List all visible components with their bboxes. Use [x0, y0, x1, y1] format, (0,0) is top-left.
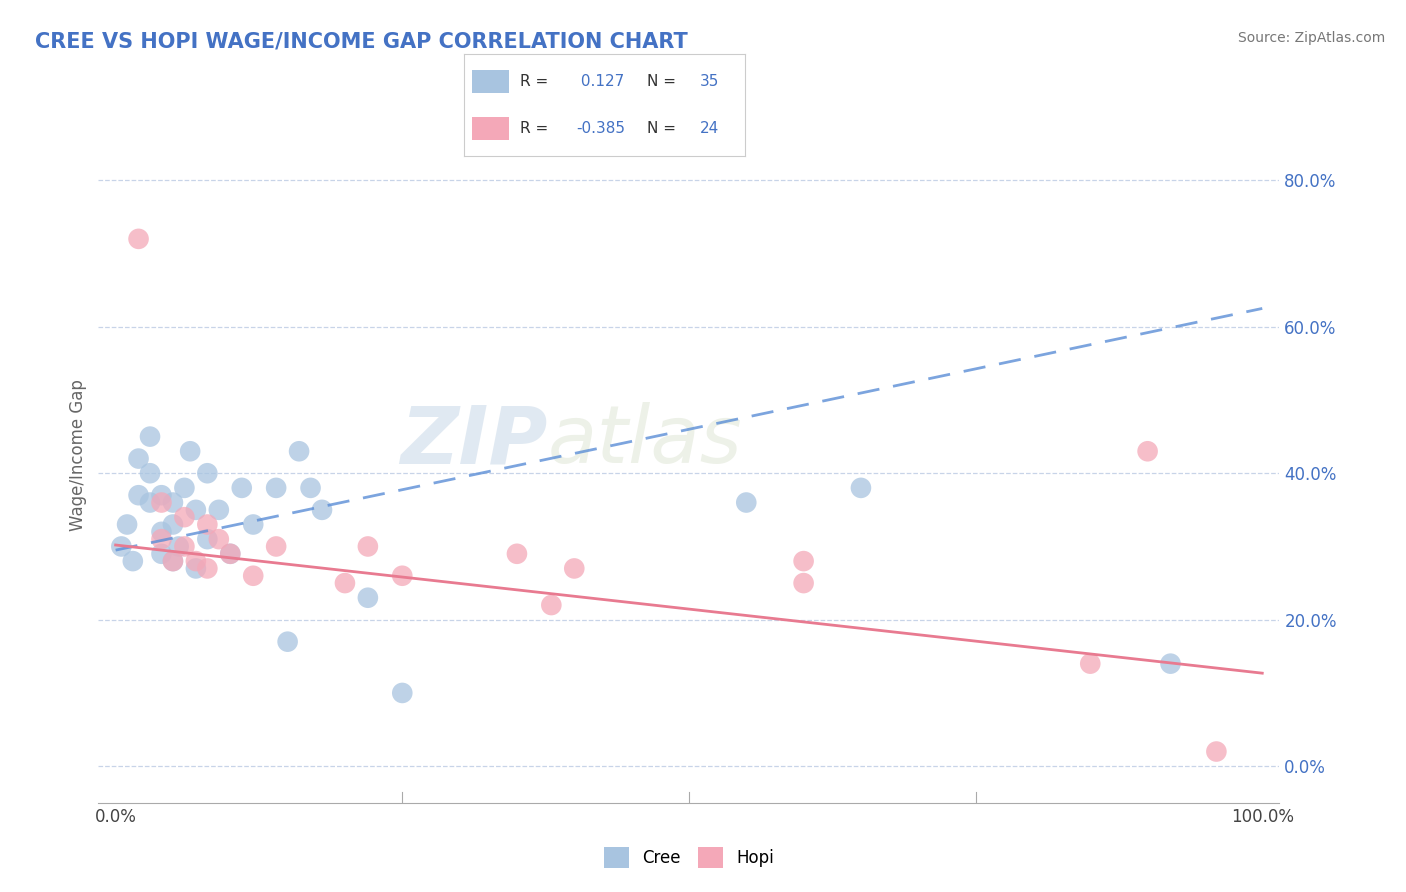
Bar [472, 70, 509, 93]
Point [264, 481, 287, 495]
Point [150, 495, 173, 509]
Point [179, 444, 201, 458]
Point [110, 540, 132, 554]
Point [391, 568, 413, 582]
Text: CREE VS HOPI WAGE/INCOME GAP CORRELATION CHART: CREE VS HOPI WAGE/INCOME GAP CORRELATION… [35, 31, 688, 51]
Point [184, 554, 207, 568]
Point [195, 532, 218, 546]
Text: R =: R = [520, 74, 554, 88]
Point [167, 540, 190, 554]
Point [793, 554, 815, 568]
Point [139, 429, 162, 443]
Point [849, 481, 872, 495]
Point [128, 451, 150, 466]
Point [1160, 657, 1182, 671]
Point [173, 540, 195, 554]
Text: atlas: atlas [547, 402, 742, 480]
Point [1078, 657, 1101, 671]
Point [139, 467, 162, 481]
Point [195, 467, 218, 481]
Point [150, 532, 173, 546]
Point [184, 561, 207, 575]
Point [288, 444, 311, 458]
Bar [472, 117, 509, 140]
Text: N =: N = [647, 74, 681, 88]
Point [162, 517, 184, 532]
Point [150, 524, 173, 539]
Point [277, 634, 299, 648]
Point [391, 686, 413, 700]
Point [1205, 745, 1227, 759]
Legend: Cree, Hopi: Cree, Hopi [598, 841, 780, 874]
Y-axis label: Wage/Income Gap: Wage/Income Gap [69, 379, 87, 531]
Text: R =: R = [520, 121, 554, 136]
Point [311, 503, 333, 517]
Point [208, 503, 231, 517]
Text: N =: N = [647, 121, 681, 136]
Point [735, 495, 758, 509]
Point [357, 591, 380, 605]
Point [184, 503, 207, 517]
Point [128, 488, 150, 502]
Point [121, 554, 143, 568]
Point [264, 540, 287, 554]
Point [150, 547, 173, 561]
Text: 24: 24 [700, 121, 720, 136]
Text: -0.385: -0.385 [576, 121, 626, 136]
Point [195, 517, 218, 532]
Point [128, 232, 150, 246]
Point [299, 481, 322, 495]
Text: ZIP: ZIP [399, 402, 547, 480]
Point [173, 510, 195, 524]
Point [562, 561, 585, 575]
Point [208, 532, 231, 546]
Text: 0.127: 0.127 [576, 74, 624, 88]
Point [242, 568, 264, 582]
Point [115, 517, 138, 532]
Point [195, 561, 218, 575]
Point [333, 576, 356, 591]
Point [506, 547, 529, 561]
Point [219, 547, 242, 561]
Point [231, 481, 253, 495]
Point [162, 495, 184, 509]
Point [357, 540, 380, 554]
Point [1136, 444, 1159, 458]
Point [242, 517, 264, 532]
Point [150, 488, 173, 502]
Point [540, 598, 562, 612]
Point [793, 576, 815, 591]
Point [219, 547, 242, 561]
Point [162, 554, 184, 568]
Point [173, 481, 195, 495]
Text: 35: 35 [700, 74, 720, 88]
Point [139, 495, 162, 509]
Point [162, 554, 184, 568]
Text: Source: ZipAtlas.com: Source: ZipAtlas.com [1237, 31, 1385, 45]
